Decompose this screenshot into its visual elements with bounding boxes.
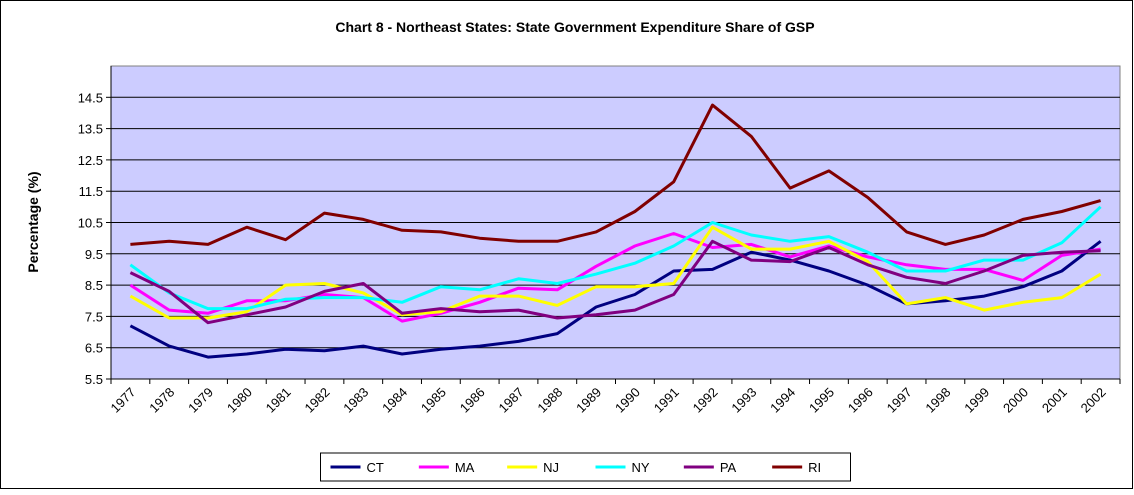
y-tick-label: 6.5 [85, 341, 103, 356]
legend-box [320, 452, 851, 482]
series-line [129, 240, 1102, 359]
y-tick-label: 10.5 [78, 216, 103, 231]
legend-label: PA [720, 460, 737, 475]
y-tick-label: 11.5 [79, 184, 103, 199]
legend-label: MA [455, 460, 475, 475]
series-line [129, 225, 1102, 320]
y-tick-label: 14.5 [78, 90, 103, 105]
y-tick-label: 8.5 [85, 278, 103, 293]
y-tick-label: 12.5 [78, 153, 103, 168]
y-tick-label: 13.5 [78, 122, 103, 137]
series-line [130, 103, 1102, 246]
legend-label: NJ [543, 460, 559, 475]
y-tick-label: 9.5 [85, 247, 103, 262]
y-axis-label: Percentage (%) [25, 171, 41, 272]
y-tick-label: 5.5 [85, 372, 103, 387]
y-tick-label: 7.5 [85, 309, 103, 324]
legend-label: RI [808, 460, 821, 475]
series-line [129, 205, 1102, 311]
series-line [129, 239, 1101, 325]
legend-label: NY [632, 460, 650, 475]
legend-label: CT [367, 460, 384, 475]
chart-title: Chart 8 - Northeast States: State Govern… [335, 19, 814, 35]
